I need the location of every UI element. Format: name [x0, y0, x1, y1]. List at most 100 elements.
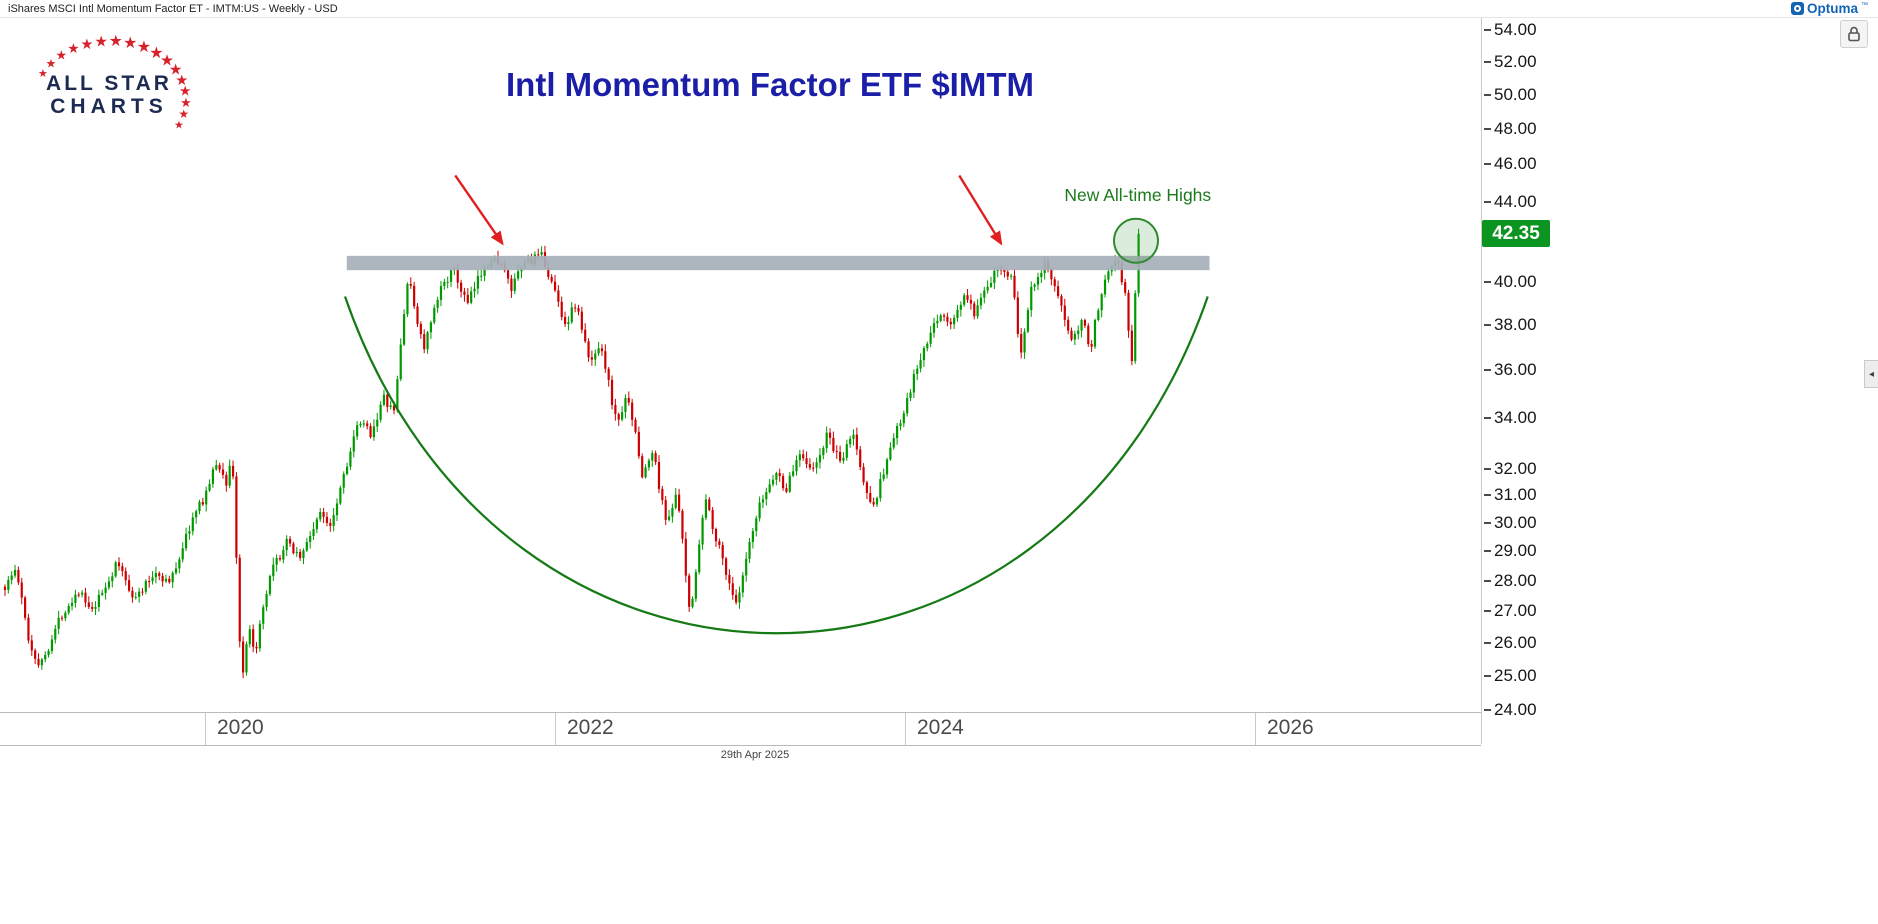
logo-text-line2: CHARTS	[50, 95, 168, 118]
year-tick-line	[1255, 713, 1256, 745]
year-tick-label: 2022	[567, 716, 614, 739]
instrument-title: iShares MSCI Intl Momentum Factor ET - I…	[8, 3, 338, 15]
price-axis-tick: 26.00	[1484, 633, 1537, 653]
year-tick-label: 2026	[1267, 716, 1314, 739]
scroll-left-button[interactable]: ◂	[1864, 360, 1878, 388]
scroll-left-arrow-icon: ◂	[1868, 368, 1875, 380]
cup-pattern-curve[interactable]	[343, 296, 1209, 635]
year-tick-line	[555, 713, 556, 745]
tick-mark	[1484, 163, 1491, 166]
price-axis-tick: 34.00	[1484, 408, 1537, 428]
tick-mark	[1484, 674, 1491, 677]
window-header: iShares MSCI Intl Momentum Factor ET - I…	[0, 0, 1878, 18]
price-tick-label: 48.00	[1494, 118, 1537, 138]
star-icon: ★	[149, 43, 163, 62]
price-tick-label: 46.00	[1494, 154, 1537, 174]
tick-mark	[1484, 323, 1491, 326]
price-tick-label: 52.00	[1494, 51, 1537, 71]
price-axis-tick: 28.00	[1484, 571, 1537, 591]
new-all-time-highs-label: New All-time Highs	[1064, 185, 1212, 206]
optuma-logo: Optuma ™	[1790, 1, 1868, 16]
star-icon: ★	[38, 67, 48, 80]
tick-mark	[1484, 127, 1491, 130]
year-tick-line	[905, 713, 906, 745]
price-axis-tick: 36.00	[1484, 360, 1537, 380]
price-tick-label: 25.00	[1494, 665, 1537, 685]
price-tick-label: 28.00	[1494, 570, 1537, 590]
price-axis-tick: 52.00	[1484, 52, 1537, 72]
chart-title: Intl Momentum Factor ETF $IMTM	[506, 66, 1034, 103]
optuma-icon	[1790, 2, 1804, 15]
star-icon: ★	[67, 41, 79, 57]
price-tick-label: 30.00	[1494, 512, 1537, 532]
price-tick-label: 36.00	[1494, 360, 1537, 379]
last-price-value: 42.35	[1492, 222, 1540, 244]
annotation-arrow[interactable]	[958, 174, 1003, 246]
star-icon: ★	[109, 32, 123, 50]
tick-mark	[1484, 494, 1491, 497]
tick-mark	[1484, 280, 1491, 283]
annotation-arrow[interactable]	[454, 174, 504, 246]
price-axis[interactable]: 54.00 52.00 50.00 48.00 46.00 44.00 40.00 38.00…	[1481, 18, 1571, 744]
price-axis-tick: 25.00	[1484, 666, 1537, 686]
time-axis[interactable]: 2020 2022 2024 2026	[0, 712, 1481, 746]
last-price-badge: 42.35	[1482, 220, 1550, 248]
price-tick-label: 44.00	[1494, 191, 1537, 211]
star-icon: ★	[137, 37, 151, 56]
all-star-charts-logo: ★ ★ ★ ★ ★ ★ ★ ★ ★ ★ ★ ★ ★ ★ ★ ★ ★ ALL STAR CHARTS	[14, 28, 204, 153]
optuma-logo-text: Optuma	[1806, 1, 1858, 16]
candles-layer	[3, 228, 1140, 679]
star-icon: ★	[46, 56, 57, 70]
footer-date: 29th Apr 2025	[720, 749, 790, 761]
price-axis-tick: 48.00	[1484, 119, 1537, 139]
tick-mark	[1484, 369, 1491, 371]
price-axis-tick: 29.00	[1484, 541, 1537, 561]
price-tick-label: 40.00	[1494, 271, 1537, 291]
tick-mark	[1484, 709, 1491, 711]
trademark-symbol: ™	[1861, 2, 1868, 9]
price-axis-tick: 30.00	[1484, 513, 1537, 533]
star-icon: ★	[180, 96, 192, 111]
price-axis-tick: 40.00	[1484, 272, 1537, 292]
price-axis-tick: 24.00	[1484, 700, 1537, 720]
price-tick-label: 26.00	[1494, 632, 1537, 652]
year-tick-line	[205, 713, 206, 745]
logo-text-line1: ALL STAR	[46, 72, 172, 95]
price-axis-tick: 32.00	[1484, 459, 1537, 479]
star-icon: ★	[169, 61, 183, 79]
star-arc-decoration: ★★ ★ ★ ★ ★ ★ ★ ★★★★★★★★★	[38, 32, 192, 132]
price-tick-label: 38.00	[1494, 314, 1537, 334]
price-axis-tick: 31.00	[1484, 485, 1537, 505]
tick-mark	[1484, 93, 1491, 96]
price-tick-label: 34.00	[1494, 407, 1537, 427]
lock-icon	[1848, 26, 1860, 42]
price-tick-label: 27.00	[1494, 601, 1537, 621]
tick-mark	[1484, 29, 1491, 31]
star-icon: ★	[55, 48, 67, 63]
price-tick-label: 50.00	[1494, 84, 1537, 104]
star-icon: ★	[123, 33, 137, 52]
star-icon: ★	[80, 37, 93, 53]
price-tick-label: 31.00	[1494, 485, 1537, 505]
price-axis-tick: 46.00	[1484, 154, 1537, 174]
star-icon: ★	[178, 107, 189, 121]
tick-mark	[1484, 200, 1491, 203]
new-highs-circle[interactable]	[1113, 217, 1159, 264]
resistance-band[interactable]	[346, 255, 1210, 271]
tick-mark	[1484, 521, 1491, 524]
price-axis-tick: 54.00	[1484, 20, 1537, 40]
price-axis-tick: 27.00	[1484, 601, 1537, 621]
lock-button[interactable]	[1840, 20, 1868, 48]
star-icon: ★	[160, 52, 174, 70]
star-icon: ★	[94, 32, 108, 50]
year-tick-label: 2020	[217, 716, 264, 739]
star-icon: ★	[174, 119, 184, 132]
star-icon: ★	[179, 84, 191, 100]
price-tick-label: 29.00	[1494, 541, 1537, 561]
tick-mark	[1484, 641, 1491, 644]
price-axis-tick: 38.00	[1484, 315, 1537, 335]
tick-mark	[1484, 579, 1491, 582]
tick-mark	[1484, 467, 1491, 470]
